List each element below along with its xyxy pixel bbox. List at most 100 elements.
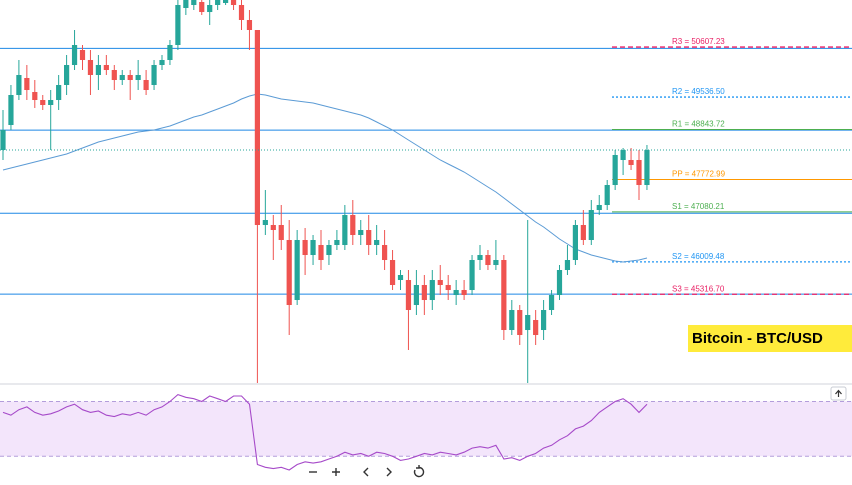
candle-body [509,310,515,331]
candle-body [71,45,78,66]
candle-body [382,245,388,261]
candle-body [56,85,62,101]
candle-body [564,260,571,271]
candle-body [119,75,125,81]
candle-body [87,60,94,76]
toolbar [309,465,425,478]
candle-body [374,240,380,246]
candle-body [572,225,578,261]
candle-body [397,275,404,281]
candle-body [604,185,610,206]
candle-body [318,245,324,261]
candle-body [143,80,149,91]
candle-body [191,0,197,6]
candle-body [421,285,427,301]
candle-body [64,65,70,86]
candle-body [334,240,340,246]
candle-body [230,0,237,6]
candle-body [612,155,618,186]
rsi-pane [0,393,852,471]
reset-button[interactable] [413,465,425,478]
candle-body [350,215,356,236]
candle-body [501,260,507,331]
candle-body [127,75,133,81]
candle-body [246,20,253,31]
candle-body [358,230,364,236]
candle-body [469,260,475,291]
candle-body [588,210,594,241]
candle-body [199,2,205,13]
scroll-button[interactable] [830,386,847,401]
candle-body [24,77,30,91]
candle-body [620,150,626,161]
candle-body [525,315,531,331]
scroll-right-button[interactable] [386,467,392,477]
candle-body [533,320,539,336]
candle-body [461,290,467,296]
candle-body [207,5,213,13]
candle-body [0,130,6,151]
candle-body [548,295,555,311]
candle-body [389,260,396,286]
candle-body [541,310,547,331]
candle-body [636,160,642,186]
candle-body [223,0,229,3]
candle-body [294,240,300,301]
candle-body [278,225,284,241]
candle-body [477,255,483,261]
moving-average [2,93,648,263]
candle-body [493,260,499,266]
candle-body [556,270,563,296]
candle-body [437,280,443,286]
candle-body [103,65,109,71]
candle-body [167,45,173,61]
candle-body [485,255,491,266]
candle-body [32,92,38,101]
candle-body [413,285,419,306]
candle-body [151,65,157,86]
candle-body [342,215,348,246]
candle-body [453,290,459,296]
candle-body [580,225,586,241]
pivot-label: R3 = 50607.23 [672,37,725,46]
candle-body [40,100,46,106]
candle-body [270,225,276,231]
candle-body [135,75,141,81]
candle-body [175,5,181,46]
candle-body [238,5,245,21]
pivot-label: R1 = 48843.72 [672,120,725,129]
candle-body [48,100,54,106]
candle-body [517,310,523,336]
pivot-label: S2 = 46009.48 [672,252,725,261]
candle-body [159,60,165,66]
candle-body [286,240,292,306]
scroll-left-button[interactable] [363,467,369,477]
candle-body [596,205,602,211]
rsi-band [0,401,852,457]
pivot-label: S1 = 47080.21 [672,202,725,211]
candle-body [628,160,634,166]
candle-body [111,70,117,81]
candle-body [366,230,372,246]
candle-body [254,30,260,226]
candle-body [95,65,101,76]
candle-body [326,245,332,256]
candle-body [302,240,308,256]
candle-body [262,220,268,226]
pivot-label: PP = 47772.99 [672,170,726,179]
title-background [688,325,852,352]
candle-body [445,285,451,291]
candle-body [429,280,435,301]
candle-body [79,50,86,61]
title-box: Bitcoin - BTC/USD [688,325,852,352]
rsi-line [2,393,648,471]
candle-body [644,150,650,186]
candle-body [215,0,221,6]
candle-body [16,75,22,96]
zoom-in-button[interactable] [332,468,340,476]
chart-title: Bitcoin - BTC/USD [692,330,823,347]
pivot-label: S3 = 45316.70 [672,284,725,293]
pivot-label: R2 = 49536.50 [672,87,725,96]
candle-body [310,240,316,256]
